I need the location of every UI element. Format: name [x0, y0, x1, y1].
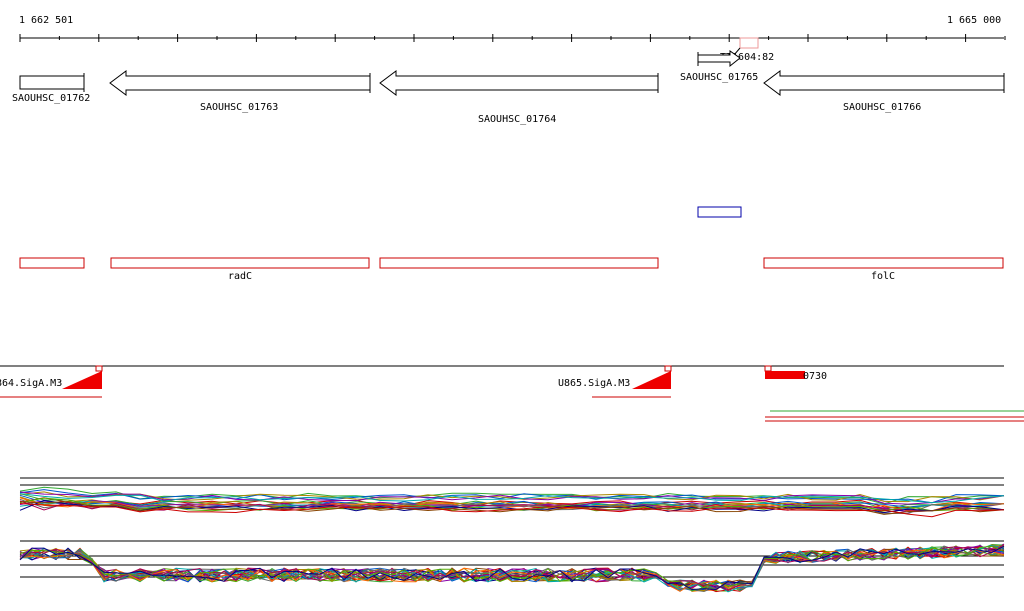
expr2-profile-line: [19, 545, 1005, 591]
gene-label-01765: SAOUHSC_01765: [680, 72, 758, 83]
expr1-profile-line: [19, 491, 1005, 505]
expr1-profile-line: [19, 493, 1005, 510]
expr1-profile-line: [19, 491, 1005, 503]
promoter-ramp-2[interactable]: [632, 371, 671, 389]
operon-box-1[interactable]: [19, 257, 85, 269]
expr2-profile-line: [19, 544, 1005, 592]
operon-label-radC: radC: [228, 271, 252, 282]
gene-track: SAOUHSC_01762 SAOUHSC_01763 SAOUHSC_0176…: [12, 50, 1005, 125]
blue-feature-box[interactable]: [697, 206, 742, 218]
ruler-ticks: [19, 34, 1006, 42]
expr1-profile-line: [19, 501, 1005, 515]
operon-box-3[interactable]: [379, 257, 659, 269]
gene-SAOUHSC_01765[interactable]: [697, 50, 741, 68]
operon-box-radC[interactable]: [110, 257, 370, 269]
promoter-marker-2[interactable]: [664, 365, 672, 372]
gene-SAOUHSC_01762[interactable]: [19, 75, 85, 90]
gene-label-01766: SAOUHSC_01766: [843, 102, 921, 113]
expr2-profile-line: [19, 545, 1005, 592]
promoter-label-2: U865.SigA.M3: [558, 378, 630, 389]
ruler-end-label: 1 665 000: [947, 15, 1001, 26]
expr1-profile-line: [19, 493, 1005, 504]
ruler-start-label: 1 662 501: [19, 15, 73, 26]
expr1-profile-line: [19, 503, 1005, 518]
expr2-profiles: [19, 543, 1005, 593]
terminator-box[interactable]: [739, 37, 759, 49]
gene-SAOUHSC_01764[interactable]: [379, 70, 659, 96]
promoter-ramp-1[interactable]: [62, 371, 102, 389]
marker-small[interactable]: [764, 365, 772, 372]
expr1-profile-line: [19, 486, 1005, 505]
gene-SAOUHSC_01766[interactable]: [763, 70, 1005, 96]
promoter-track: 864.SigA.M3 U865.SigA.M3 0730: [0, 365, 1024, 422]
operon-track: radC folC: [19, 257, 1004, 282]
expr1-profiles: [19, 486, 1005, 518]
operon-box-folC[interactable]: [763, 257, 1004, 269]
terminator-label: TT1604:82: [720, 52, 774, 63]
expr1-profile-line: [19, 500, 1005, 512]
expr1-profile-line: [19, 499, 1005, 514]
expr2-profile-line: [19, 545, 1005, 590]
expression-panel-2: [19, 540, 1005, 593]
promoter-marker-1[interactable]: [95, 365, 103, 372]
gene-label-01762: SAOUHSC_01762: [12, 93, 90, 104]
gene-label-01763: SAOUHSC_01763: [200, 102, 278, 113]
coordinate-ruler: 1 662 501 1 665 000: [19, 15, 1006, 42]
gene-SAOUHSC_01763[interactable]: [109, 70, 371, 96]
expr2-profile-line: [19, 547, 1005, 591]
promoter-label-1: 864.SigA.M3: [0, 378, 62, 389]
marker-block[interactable]: [765, 371, 805, 379]
expression-panel-1: [19, 477, 1005, 518]
marker-label: 0730: [803, 371, 827, 382]
gene-label-01764: SAOUHSC_01764: [478, 114, 556, 125]
expr1-profile-line: [19, 497, 1005, 509]
operon-label-folC: folC: [871, 271, 895, 282]
